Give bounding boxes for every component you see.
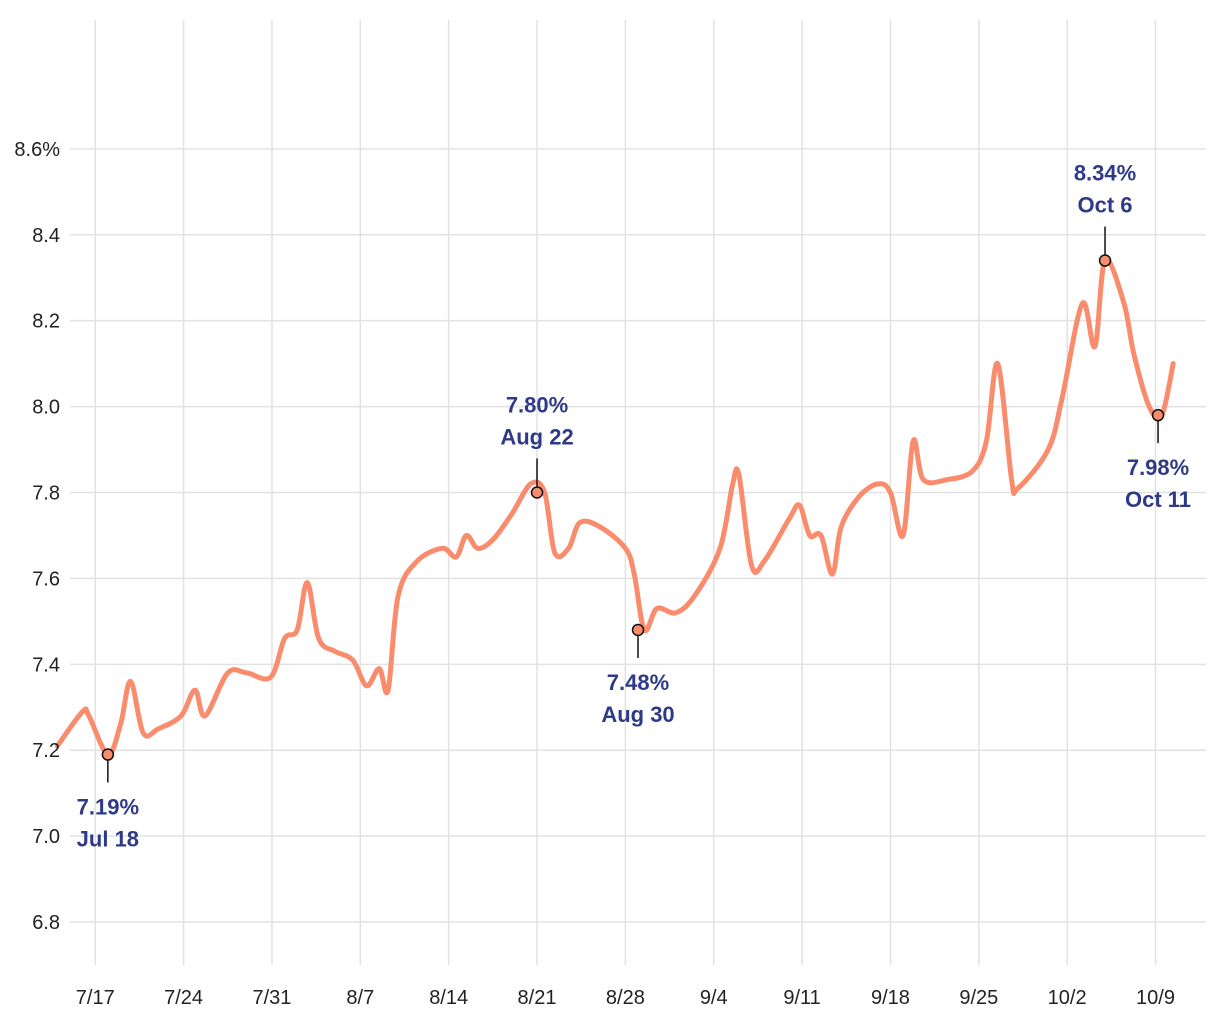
annotation-marker — [1098, 254, 1112, 267]
annotations: 7.19% Jul 18 7.80% Aug 22 7.48% Aug 30 8.34% Oc… — [77, 161, 1191, 852]
series-layer — [54, 257, 1176, 757]
x-tick-label: 9/18 — [871, 987, 910, 1009]
x-tick-label: 9/25 — [959, 987, 998, 1009]
x-tick-label: 7/31 — [252, 987, 291, 1009]
axis-labels: 6.8 7.0 7.2 7.4 7.6 7.8 8.0 8.2 8.4 8.6% 7/17 7/24 7… — [14, 139, 1175, 1009]
annotation-value: 7.48% — [607, 670, 669, 695]
annotation-value: 8.34% — [1074, 161, 1136, 186]
annotation-date: Aug 30 — [601, 702, 674, 727]
y-tick-label: 7.0 — [32, 826, 60, 848]
y-tick-label: 8.4 — [32, 225, 60, 247]
annotation-date: Aug 22 — [500, 425, 573, 450]
annotation-date: Oct 11 — [1125, 487, 1191, 512]
y-tick-label: 6.8 — [32, 912, 60, 934]
x-tick-label: 8/21 — [518, 987, 557, 1009]
annotation-value: 7.98% — [1127, 455, 1189, 480]
annotation-marker — [530, 486, 544, 499]
y-tick-label: 7.6 — [32, 568, 60, 590]
y-tick-label: 7.2 — [32, 740, 60, 762]
x-tick-label: 9/4 — [700, 987, 728, 1009]
x-tick-label: 8/28 — [606, 987, 645, 1009]
x-tick-label: 10/2 — [1048, 987, 1087, 1009]
x-tick-label: 8/14 — [429, 987, 468, 1009]
annotation-marker — [631, 623, 645, 637]
x-tick-label: 9/11 — [783, 987, 820, 1009]
x-tick-label: 8/7 — [346, 987, 374, 1009]
y-tick-label: 7.8 — [32, 483, 60, 505]
annotation-date: Jul 18 — [77, 827, 139, 852]
x-tick-label: 7/24 — [164, 987, 203, 1009]
annotation-date: Oct 6 — [1078, 193, 1133, 218]
y-tick-label: 8.6% — [14, 139, 60, 161]
x-tick-label: 7/17 — [76, 987, 115, 1009]
y-tick-label: 8.2 — [32, 311, 60, 333]
annotation-value: 7.80% — [506, 393, 568, 418]
series-line-rate — [54, 257, 1176, 757]
x-tick-label: 10/9 — [1136, 987, 1175, 1009]
y-tick-label: 7.4 — [32, 654, 60, 676]
annotation-marker — [1151, 408, 1165, 422]
grid — [70, 20, 1206, 965]
annotation-value: 7.19% — [77, 795, 139, 820]
y-tick-label: 8.0 — [32, 397, 60, 419]
annotation-marker — [101, 748, 115, 761]
